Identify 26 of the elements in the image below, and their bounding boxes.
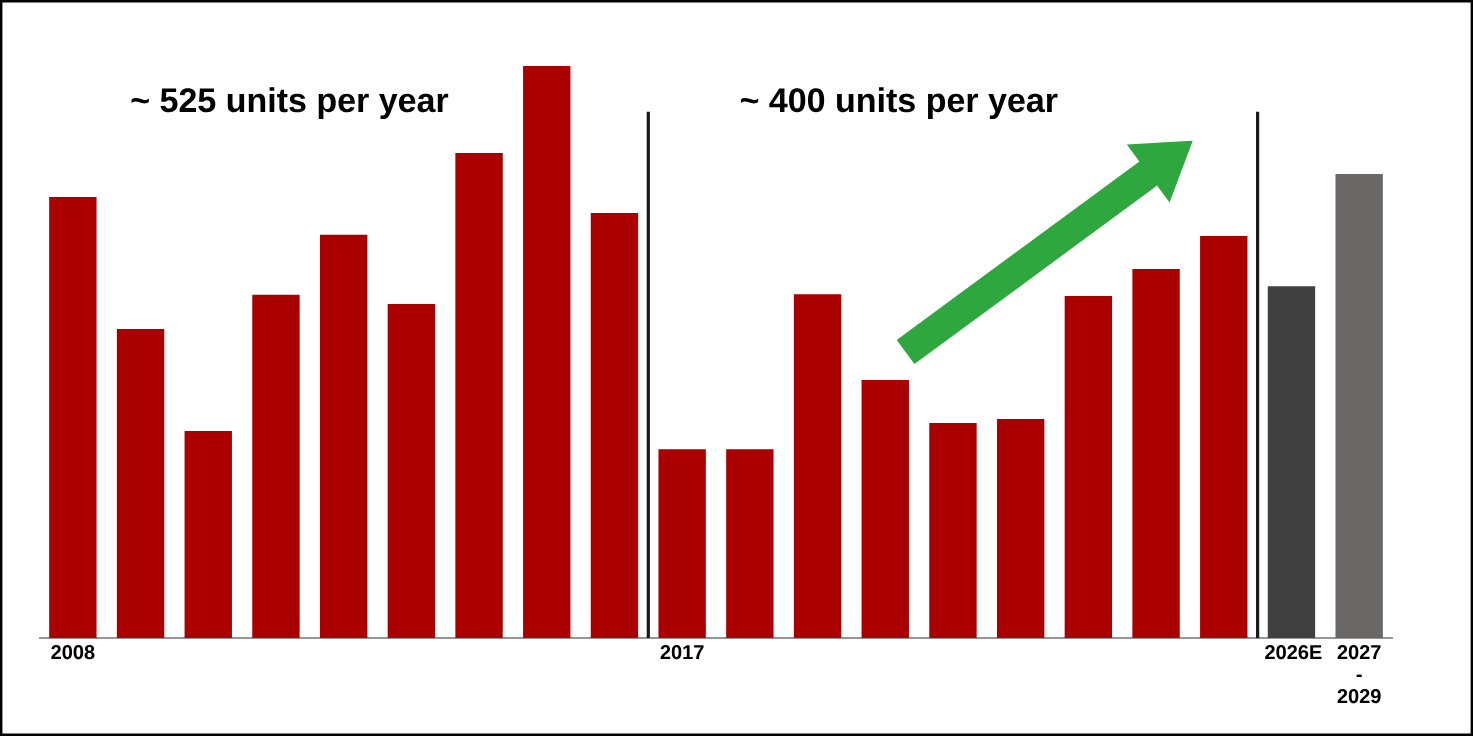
bar	[1132, 269, 1180, 638]
bar	[49, 196, 97, 638]
bar	[1267, 286, 1316, 638]
bar	[1335, 174, 1383, 638]
bar	[658, 449, 706, 638]
bar	[116, 329, 165, 638]
bar	[455, 152, 503, 638]
bar	[319, 234, 368, 638]
bar	[996, 418, 1045, 638]
bar	[929, 422, 977, 638]
x-tick-label: 2026E	[1265, 645, 1322, 660]
bar	[590, 213, 639, 638]
x-tick-label: 2027 - 2029	[1337, 645, 1381, 704]
bar	[1200, 235, 1248, 638]
bar	[726, 449, 774, 638]
annotation: ~ 525 units per year	[131, 87, 449, 120]
x-tick-label: 2008	[51, 645, 95, 660]
bar	[387, 303, 436, 638]
annotation: ~ 400 units per year	[740, 87, 1058, 120]
bar	[523, 65, 571, 638]
x-tick-label: 2017	[660, 645, 704, 660]
bar	[793, 294, 842, 638]
bar	[252, 294, 300, 638]
bar	[1064, 295, 1113, 638]
bar	[184, 430, 232, 638]
bar	[861, 380, 909, 638]
